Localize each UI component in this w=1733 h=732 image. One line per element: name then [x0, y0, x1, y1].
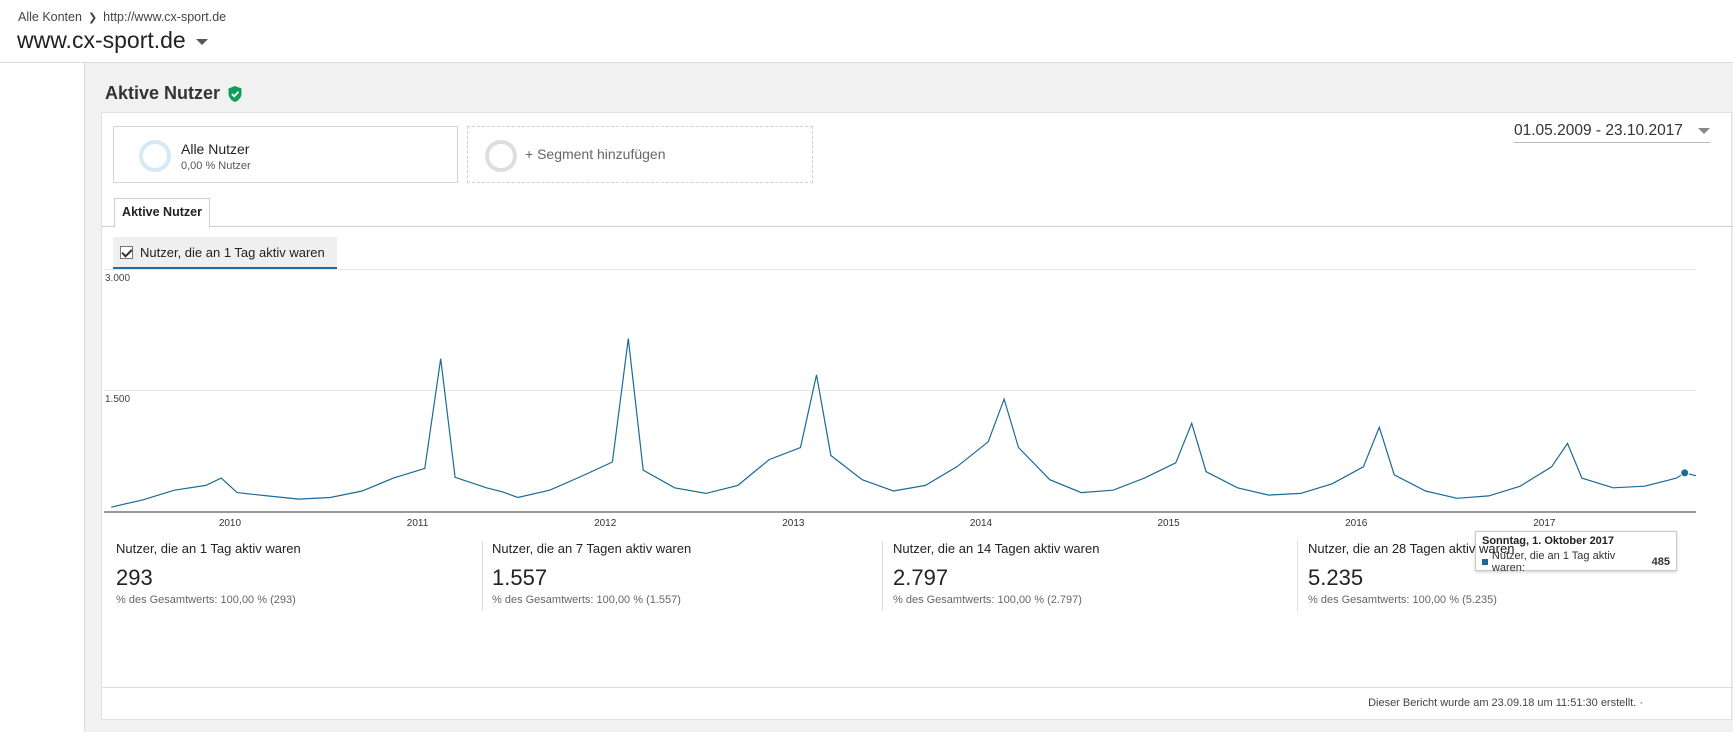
scorecard-value: 293 [116, 565, 153, 590]
x-tick-label: 2015 [1157, 518, 1180, 529]
series-color-swatch [1482, 559, 1488, 565]
scorecard-1-day[interactable]: Nutzer, die an 1 Tag aktiv waren 293 % d… [116, 541, 301, 611]
scorecard-name: Nutzer, die an 1 Tag aktiv waren [116, 541, 301, 556]
page-title: Aktive Nutzer [105, 83, 243, 104]
x-tick-label: 2016 [1345, 518, 1368, 529]
scorecard-percent: % des Gesamtwerts: 100,00 % (5.235) [1308, 594, 1497, 606]
report-footer: Dieser Bericht wurde am 23.09.18 um 11:5… [1368, 697, 1643, 709]
footer-divider [102, 687, 1733, 688]
add-segment-label: + Segment hinzufügen [525, 146, 666, 162]
divider [1297, 541, 1298, 611]
checkbox-checked-icon[interactable] [120, 245, 133, 259]
segment-all-users[interactable]: Alle Nutzer 0,00 % Nutzer [113, 126, 458, 183]
caret-down-icon [195, 39, 208, 45]
property-name: www.cx-sport.de [17, 27, 186, 53]
scorecards: Nutzer, die an 1 Tag aktiv waren 293 % d… [102, 541, 1733, 621]
divider [882, 541, 883, 611]
tab-active-users[interactable]: Aktive Nutzer [114, 198, 210, 228]
breadcrumb-account[interactable]: http://www.cx-sport.de [103, 10, 227, 24]
x-tick-label: 2013 [782, 518, 805, 529]
metric-selector[interactable]: Nutzer, die an 1 Tag aktiv waren [113, 237, 337, 270]
breadcrumb: Alle Konten ❯ http://www.cx-sport.de [18, 10, 226, 24]
divider [482, 541, 483, 611]
caret-down-icon [1698, 127, 1710, 134]
scorecard-28-days[interactable]: Nutzer, die an 28 Tagen aktiv waren 5.23… [1308, 541, 1514, 611]
property-selector[interactable]: www.cx-sport.de [17, 27, 208, 54]
verified-shield-icon [228, 85, 242, 102]
line-chart[interactable]: 1.500 3.000 2010 2011 2012 2013 2014 2015 2016 20… [102, 268, 1702, 538]
date-range-picker[interactable]: 01.05.2009 - 23.10.2017 [1514, 119, 1710, 143]
tab-divider [102, 226, 1733, 227]
top-header: Alle Konten ❯ http://www.cx-sport.de www… [0, 0, 1733, 63]
breadcrumb-root[interactable]: Alle Konten [18, 10, 82, 24]
x-tick-label: 2017 [1533, 518, 1556, 529]
x-tick-label: 2011 [407, 518, 429, 529]
scorecard-name: Nutzer, die an 14 Tagen aktiv waren [893, 541, 1100, 556]
series-line [111, 338, 1697, 508]
hover-point [1680, 468, 1690, 478]
scorecard-7-days[interactable]: Nutzer, die an 7 Tagen aktiv waren 1.557… [492, 541, 691, 611]
date-range-label: 01.05.2009 - 23.10.2017 [1514, 121, 1683, 139]
y-tick-label: 1.500 [105, 394, 130, 405]
x-tick-label: 2010 [219, 518, 242, 529]
add-segment-button[interactable]: + Segment hinzufügen [467, 126, 813, 183]
scorecard-value: 1.557 [492, 565, 548, 590]
scorecard-name: Nutzer, die an 7 Tagen aktiv waren [492, 541, 692, 556]
x-tick-label: 2014 [970, 518, 993, 529]
segment-ring-icon [139, 140, 171, 172]
chevron-right-icon: ❯ [87, 11, 98, 24]
report-panel: Alle Nutzer 0,00 % Nutzer + Segment hinz… [101, 112, 1733, 720]
x-tick-label: 2012 [594, 518, 617, 529]
scorecard-value: 5.235 [1308, 565, 1364, 590]
scorecard-name: Nutzer, die an 28 Tagen aktiv waren [1308, 541, 1515, 556]
tooltip-date: Sonntag, 1. Oktober 2017 [1482, 535, 1615, 547]
scorecard-percent: % des Gesamtwerts: 100,00 % (2.797) [893, 594, 1082, 606]
segment-name: Alle Nutzer [181, 141, 250, 157]
tooltip-series: Nutzer, die an 1 Tag aktiv waren: [1491, 550, 1616, 574]
scorecard-percent: % des Gesamtwerts: 100,00 % (1.557) [492, 594, 681, 606]
metric-label: Nutzer, die an 1 Tag aktiv waren [140, 244, 325, 260]
y-tick-label: 3.000 [105, 273, 130, 284]
scorecard-14-days[interactable]: Nutzer, die an 14 Tagen aktiv waren 2.79… [893, 541, 1099, 611]
report-title: Aktive Nutzer [105, 83, 221, 103]
scorecard-percent: % des Gesamtwerts: 100,00 % (293) [116, 594, 296, 606]
chart-tooltip: Sonntag, 1. Oktober 2017 Nutzer, die an … [1475, 531, 1677, 574]
left-navigation [0, 63, 85, 732]
scorecard-value: 2.797 [893, 565, 949, 590]
segment-ring-icon [485, 140, 517, 172]
tooltip-value: 485 [1651, 556, 1670, 568]
segment-sub: 0,00 % Nutzer [181, 160, 251, 172]
